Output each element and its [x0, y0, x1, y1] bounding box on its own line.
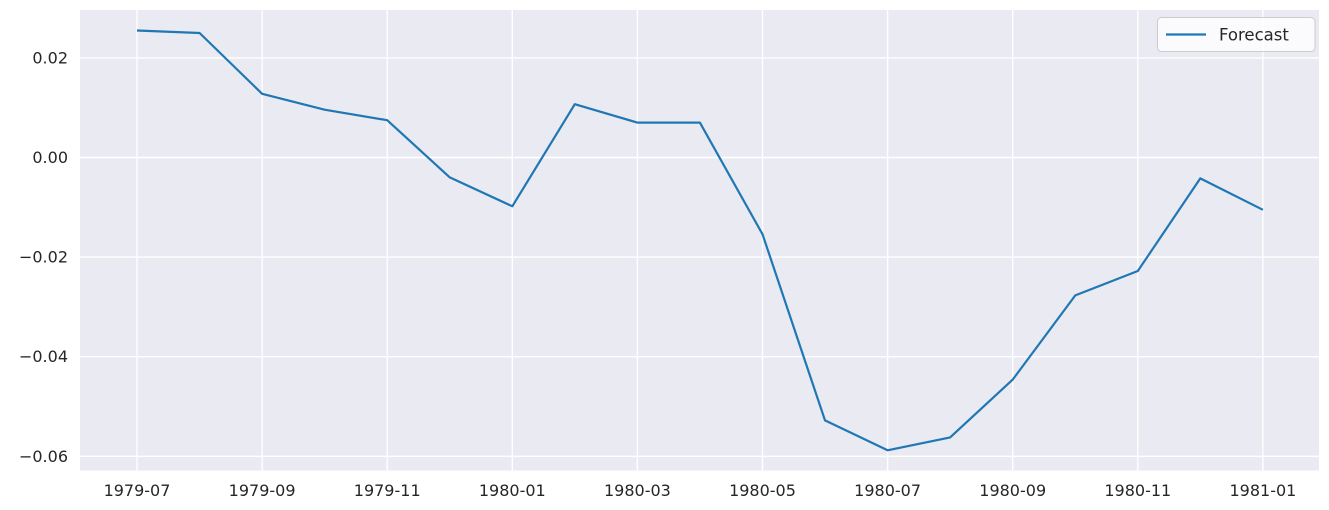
y-axis: 0.02 0.00 −0.02 −0.04 −0.06 [19, 48, 1319, 466]
forecast-line [136, 29, 1264, 452]
y-tick-label: 0.02 [32, 48, 68, 67]
legend-box [1157, 17, 1316, 52]
y-tick-label: −0.06 [19, 447, 68, 466]
x-tick-label: 1979-11 [354, 481, 421, 500]
x-tick-label: 1980-11 [1104, 481, 1171, 500]
x-tick-label: 1979-09 [229, 481, 296, 500]
y-tick-label: −0.04 [19, 347, 68, 366]
x-tick-label: 1980-01 [479, 481, 546, 500]
legend: Forecast [1157, 17, 1316, 52]
y-tick-label: −0.02 [19, 248, 68, 267]
x-axis: 1979-07 1979-09 1979-11 1980-01 1980-03 1980-… [104, 10, 1296, 500]
legend-label: Forecast [1219, 26, 1289, 45]
y-tick-label: 0.00 [32, 148, 68, 167]
x-tick-label: 1980-05 [729, 481, 796, 500]
plot-area [80, 10, 1319, 471]
x-tick-label: 1979-07 [104, 481, 171, 500]
x-tick-label: 1980-07 [854, 481, 921, 500]
x-tick-label: 1980-09 [979, 481, 1046, 500]
x-tick-label: 1981-01 [1229, 481, 1296, 500]
x-tick-label: 1980-03 [604, 481, 671, 500]
